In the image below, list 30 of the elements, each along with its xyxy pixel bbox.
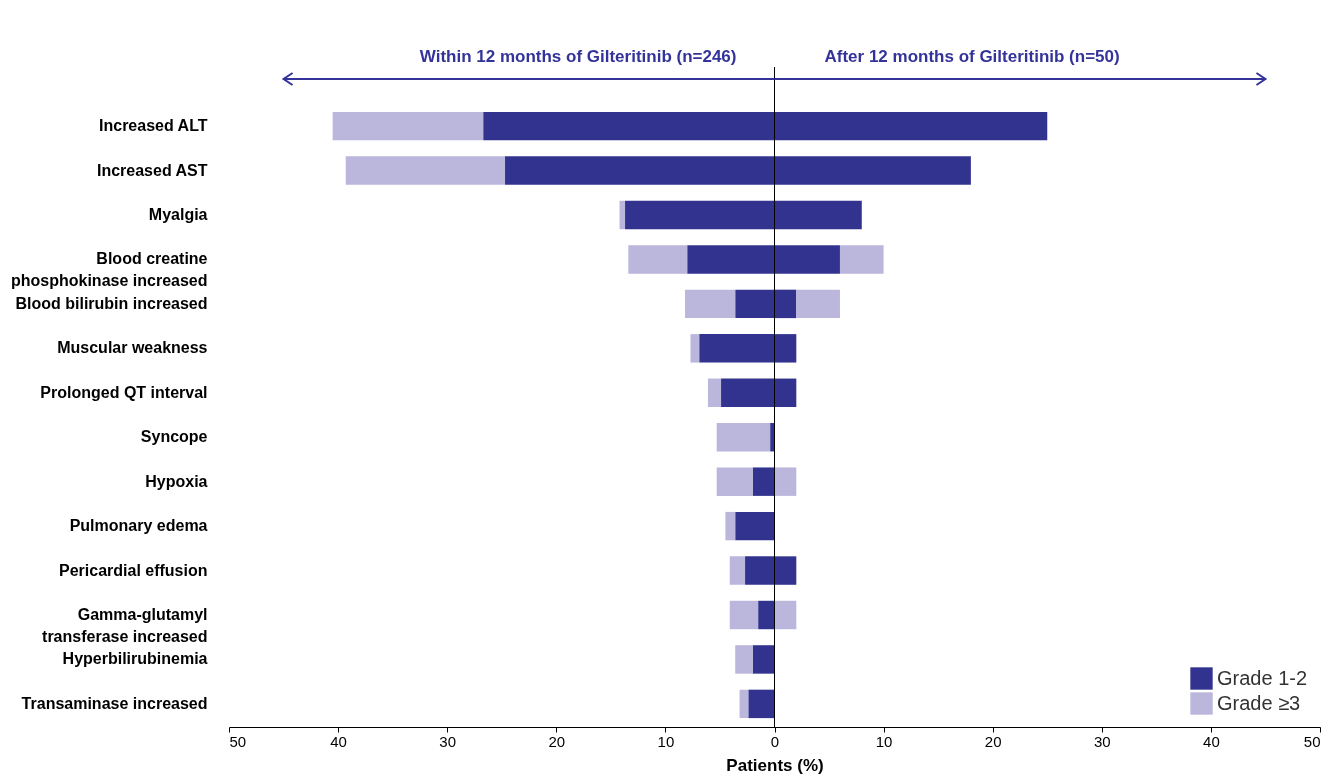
x-tick-label: 50 [229, 732, 247, 750]
legend-label: Grade ≥3 [1217, 691, 1301, 714]
y-tick-label: Gamma-glutamyl transferase increased [42, 606, 208, 645]
y-tick-label: Muscular weakness [57, 339, 208, 357]
x-axis-title: Patients (%) [726, 755, 824, 775]
text: After 12 months of Gilteritinib (n=50) [824, 47, 1120, 66]
x-tick-label: 40 [330, 732, 347, 750]
x-tick-label: 20 [984, 732, 1002, 750]
x-tick-label: 10 [875, 732, 893, 750]
x-tick-label: 30 [439, 732, 457, 750]
y-tick-label: Transaminase increased [21, 694, 208, 712]
text: Within 12 months of Gilteritinib (n=246) [419, 47, 737, 66]
y-tick-label: Blood bilirubin increased [15, 294, 208, 312]
x-tick-label: 10 [657, 732, 675, 750]
y-tick-label: Prolonged QT interval [40, 383, 208, 401]
x-tick-label: 0 [770, 732, 780, 750]
y-tick-label: Pulmonary edema [69, 517, 208, 535]
x-tick-label: 20 [548, 732, 566, 750]
y-tick-label: Increased AST [96, 161, 208, 179]
y-tick-label: Myalgia [148, 206, 208, 223]
y-tick-label: Increased ALT [99, 117, 208, 135]
y-tick-label: Pericardial effusion [59, 561, 208, 579]
x-tick-label: 40 [1203, 732, 1220, 750]
x-tick-label: 50 [1303, 732, 1321, 750]
y-tick-label: Blood creatine phosphokinase increased [10, 250, 208, 290]
y-tick-label: Hypoxia [145, 472, 208, 490]
x-tick-label: 30 [1093, 732, 1111, 750]
legend-label: Grade 1-2 [1217, 666, 1308, 689]
y-tick-label: Syncope [140, 428, 208, 446]
y-tick-label: Hyperbilirubinemia [62, 650, 208, 668]
